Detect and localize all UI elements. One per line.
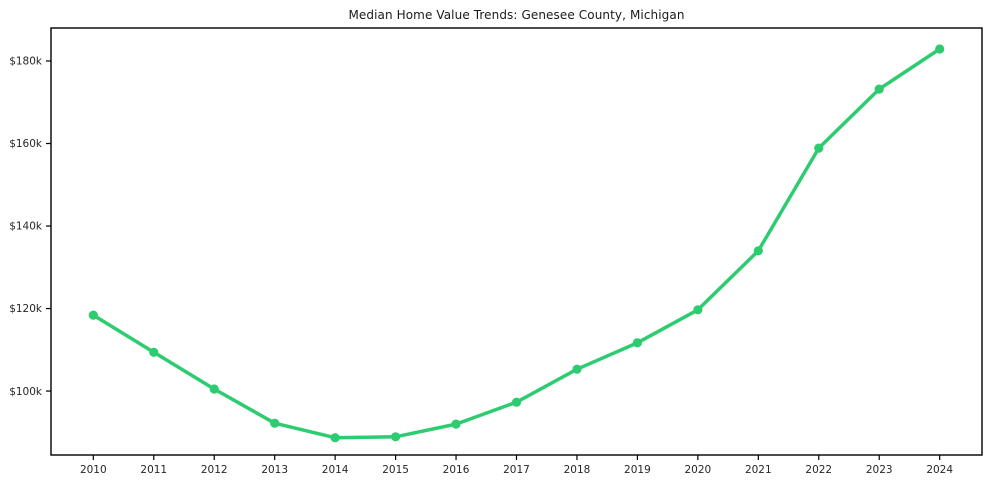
x-tick-label: 2021	[745, 464, 772, 476]
y-tick-label: $160k	[9, 138, 43, 150]
x-tick-label: 2017	[503, 464, 530, 476]
data-point-marker	[149, 347, 159, 357]
chart-title: Median Home Value Trends: Genesee County…	[348, 8, 685, 22]
x-tick-label: 2011	[140, 464, 167, 476]
x-tick-label: 2022	[805, 464, 832, 476]
data-point-marker	[511, 397, 522, 407]
y-tick-label: $180k	[9, 56, 43, 68]
x-tick-label: 2024	[926, 464, 953, 476]
x-tick-label: 2016	[443, 464, 470, 476]
data-point-marker	[693, 305, 703, 315]
x-tick-label: 2015	[382, 464, 409, 476]
data-point-marker	[753, 246, 763, 256]
x-tick-label: 2014	[322, 464, 349, 476]
data-point-marker	[632, 338, 643, 348]
data-point-marker	[874, 84, 884, 94]
data-point-marker	[572, 364, 582, 374]
data-point-marker	[270, 418, 280, 428]
plot-border	[50, 27, 983, 456]
data-point-marker	[935, 44, 945, 54]
data-point-marker	[814, 143, 824, 153]
data-point-marker	[209, 384, 219, 394]
data-point-marker	[451, 419, 461, 429]
y-tick-label: $100k	[9, 386, 43, 398]
y-tick-label: $120k	[9, 303, 43, 315]
x-tick-label: 2019	[624, 464, 651, 476]
x-tick-label: 2012	[201, 464, 228, 476]
x-tick-label: 2010	[80, 464, 107, 476]
data-point-marker	[330, 433, 340, 443]
y-tick-label: $140k	[9, 221, 43, 233]
x-tick-label: 2013	[261, 464, 288, 476]
data-point-marker	[88, 310, 98, 320]
x-tick-label: 2020	[684, 464, 711, 476]
data-point-marker	[391, 432, 401, 442]
x-tick-label: 2018	[564, 464, 591, 476]
x-tick-label: 2023	[866, 464, 893, 476]
